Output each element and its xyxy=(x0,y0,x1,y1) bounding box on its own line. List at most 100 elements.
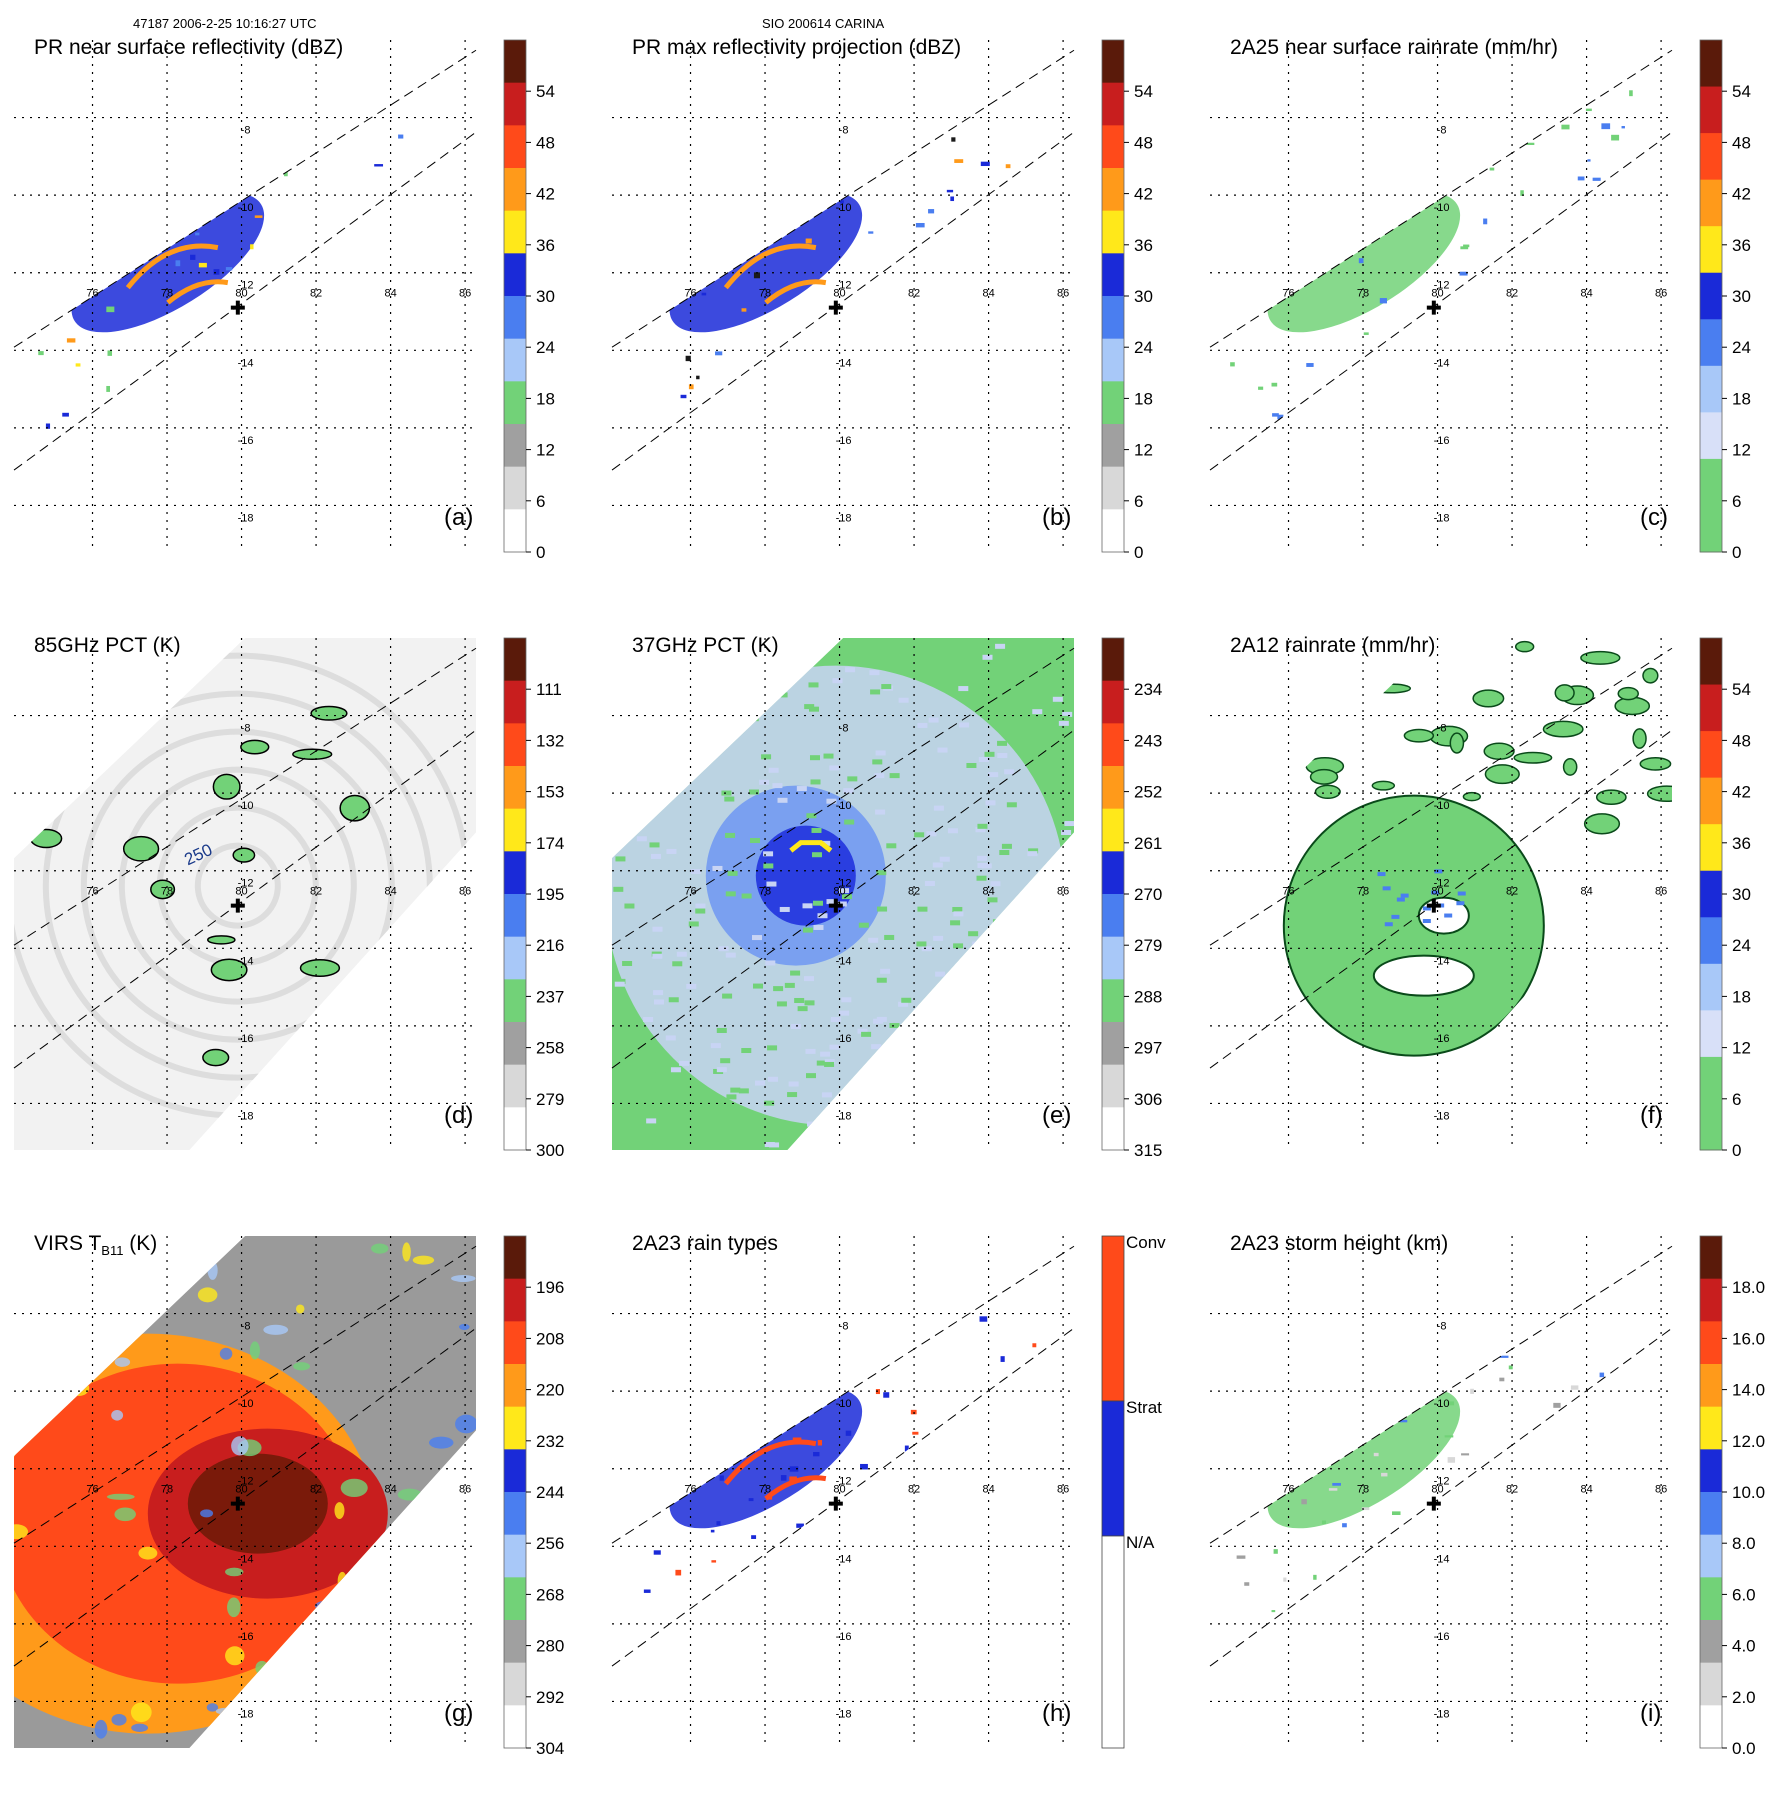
lon-tick-label: 76 xyxy=(684,288,696,300)
pct-pixel xyxy=(958,686,969,692)
pct-pixel xyxy=(1002,1041,1013,1047)
echo-pixel xyxy=(113,155,117,160)
lat-tick-label: -18 xyxy=(1434,1110,1450,1122)
storm-center-marker xyxy=(230,1496,245,1511)
pct-pixel xyxy=(857,1028,868,1034)
echo-pixel xyxy=(648,172,654,177)
colorbar-segment xyxy=(504,1064,526,1108)
echo-pixel xyxy=(1028,170,1035,173)
pct-pixel xyxy=(875,809,886,815)
colorbar-tick-label: 279 xyxy=(536,1090,564,1109)
colorbar-tick-label: 42 xyxy=(1732,783,1751,802)
echo-pixel xyxy=(940,1282,949,1286)
lat-tick-label: -10 xyxy=(1434,202,1450,214)
pct-pixel xyxy=(990,881,1001,887)
echo-pixel xyxy=(859,343,864,346)
rainband-arc xyxy=(723,1439,817,1486)
pct-pixel xyxy=(721,790,732,796)
echo-pixel xyxy=(951,137,956,142)
colorbar-tick-label: 270 xyxy=(1134,885,1162,904)
colorbar-tick-label: 8.0 xyxy=(1732,1534,1756,1553)
cloud-fragment xyxy=(340,1478,368,1498)
echo-pixel xyxy=(38,351,44,356)
header-center: SIO 200614 CARINA xyxy=(762,16,885,31)
echo-pixel xyxy=(1329,1297,1334,1303)
colorbar-b: 54 48 42 36 30 24 18 12 6 0 xyxy=(1101,39,1153,562)
echo-pixel xyxy=(944,1435,950,1441)
colorbar-segment xyxy=(504,1364,526,1408)
echo-pixel xyxy=(1625,286,1633,290)
colorbar-segment xyxy=(1102,1064,1124,1108)
cloud-fragment xyxy=(130,1702,152,1723)
pct-pixel xyxy=(824,1059,835,1065)
pct-pixel xyxy=(939,856,950,862)
colorbar-i: 18.0 16.0 14.0 12.0 10.0 8.0 6.0 4.0 2.0 0.0 xyxy=(1699,1235,1765,1758)
grid-i xyxy=(1210,1236,1672,1748)
echo-pixel xyxy=(1582,1624,1588,1628)
pct-pixel xyxy=(716,1067,727,1073)
echo-pixel xyxy=(391,440,395,445)
echo-pixel xyxy=(729,1453,734,1459)
colorbar-tick-label: 30 xyxy=(536,287,555,306)
lat-tick-label: -18 xyxy=(836,1110,852,1122)
echo-pixel xyxy=(753,272,761,279)
echo-pixel xyxy=(813,1607,820,1613)
echo-pixel xyxy=(702,1405,711,1410)
echo-pixel xyxy=(662,437,669,443)
echo-pixel xyxy=(352,450,361,456)
pct-pixel xyxy=(726,1094,737,1100)
echo-pixel xyxy=(1419,413,1426,419)
lat-tick-label: -18 xyxy=(1434,1708,1450,1720)
pct-pixel xyxy=(861,1031,872,1037)
echo-pixel xyxy=(1364,443,1371,449)
pct-pixel xyxy=(928,1102,939,1108)
pct-pixel xyxy=(811,852,822,858)
echo-pixel xyxy=(1230,183,1235,188)
echo-pixel xyxy=(261,85,268,89)
lon-tick-label: 80 xyxy=(1431,886,1443,898)
colorbar-tick-label: 288 xyxy=(1134,987,1162,1006)
pct-pixel xyxy=(752,983,763,989)
pct-pixel xyxy=(829,765,840,771)
pct-pixel xyxy=(652,953,663,959)
pct-pixel xyxy=(769,676,780,682)
pct-pixel xyxy=(978,972,989,978)
echo-pixel xyxy=(254,215,263,218)
pct-pixel xyxy=(722,993,733,999)
colorbar-segment xyxy=(1101,1535,1125,1749)
echo-pixel xyxy=(813,1452,820,1457)
echo-pixel xyxy=(717,200,725,204)
lon-tick-label: 82 xyxy=(1506,288,1518,300)
echo-pixel xyxy=(1601,123,1611,130)
cold-cloud-cell xyxy=(29,828,63,849)
pct-pixel xyxy=(859,1137,870,1143)
pct-pixel xyxy=(1073,777,1074,783)
pct-pixel xyxy=(646,662,657,668)
cloud-fragment xyxy=(263,1324,289,1335)
cloud-fragment xyxy=(393,1536,403,1551)
pct-pixel xyxy=(615,672,626,678)
lat-tick-label: -16 xyxy=(836,1631,852,1643)
pct-pixel xyxy=(1064,821,1074,827)
pct-pixel xyxy=(977,862,988,868)
echo-pixel xyxy=(352,117,359,120)
pct-pixel xyxy=(806,813,817,819)
rainband-arc xyxy=(764,1475,827,1501)
colorbar-segment xyxy=(1102,894,1124,938)
rain-cell xyxy=(1210,722,1221,735)
rain-cell xyxy=(1554,684,1575,702)
echo-pixel xyxy=(662,1372,671,1377)
echo-pixel xyxy=(1585,108,1592,112)
echo-pixel xyxy=(1278,1618,1287,1623)
lon-tick-label: 76 xyxy=(86,886,98,898)
pct-pixel xyxy=(1046,881,1057,887)
pct-pixel xyxy=(976,875,987,881)
echo-pixel xyxy=(176,103,182,107)
colorbar-tick-label: 18 xyxy=(1134,389,1153,408)
panel-title: PR near surface reflectivity (dBZ) xyxy=(34,36,344,59)
echo-pixel xyxy=(242,144,250,150)
echo-pixel xyxy=(1532,316,1539,321)
echo-pixel xyxy=(1269,1456,1275,1459)
rain-cell xyxy=(1595,789,1627,806)
echo-pixel xyxy=(1607,373,1613,378)
